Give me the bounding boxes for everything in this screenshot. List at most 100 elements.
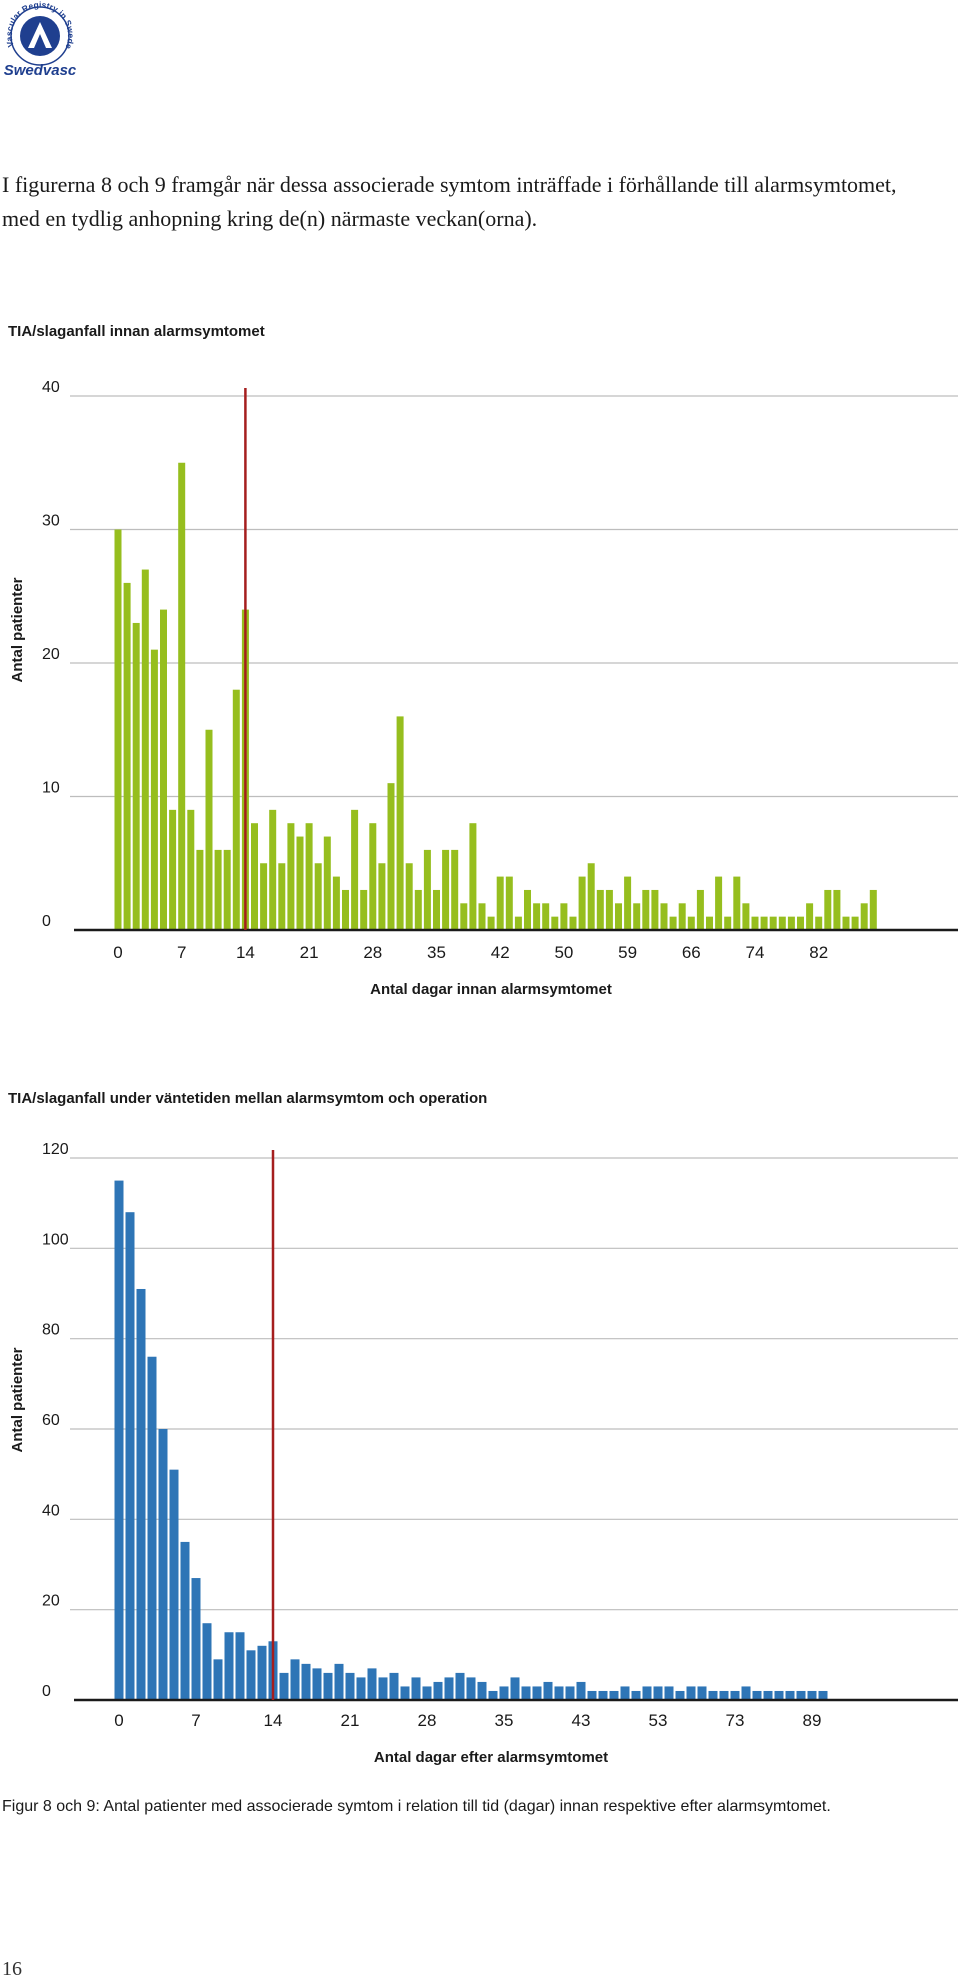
chart1-bar bbox=[451, 849, 459, 930]
chart2-bar bbox=[257, 1645, 267, 1700]
chart1-bar bbox=[433, 889, 440, 930]
chart1-bar bbox=[487, 916, 495, 930]
chart2-ytick-labels: 0 20 40 60 80 100 120 bbox=[42, 1141, 69, 1700]
chart1-xtick-label: 82 bbox=[809, 943, 828, 962]
chart2-bar bbox=[433, 1681, 443, 1700]
chart1-bar bbox=[478, 903, 486, 930]
chart1-xtick-label: 21 bbox=[300, 943, 319, 962]
chart1-bar bbox=[524, 889, 531, 930]
chart2-bar bbox=[323, 1672, 333, 1700]
chart2-bar bbox=[664, 1686, 674, 1700]
chart2-bar bbox=[587, 1690, 597, 1700]
chart1-bar bbox=[460, 903, 468, 930]
chart2-bar bbox=[290, 1659, 300, 1700]
chart1-bar bbox=[150, 649, 158, 930]
chart2-bar bbox=[147, 1356, 157, 1700]
chart2-ylabel: Antal patienter bbox=[9, 1347, 26, 1452]
chart2-bar bbox=[675, 1690, 685, 1700]
chart1-bar bbox=[605, 889, 613, 930]
chart2-bar bbox=[697, 1686, 707, 1700]
chart1-bar bbox=[232, 689, 240, 930]
chart1-bar bbox=[578, 876, 586, 930]
chart2-bar bbox=[774, 1690, 784, 1700]
chart1-bar bbox=[387, 783, 395, 930]
chart2-bar bbox=[576, 1681, 586, 1700]
chart1-bar bbox=[223, 849, 231, 930]
chart1-bar bbox=[687, 916, 695, 930]
chart2-bar bbox=[510, 1677, 520, 1700]
chart1-bar bbox=[514, 916, 522, 930]
chart1-xlabel: Antal dagar innan alarmsymtomet bbox=[370, 981, 612, 998]
chart2-bar bbox=[158, 1429, 168, 1700]
logo-mark bbox=[28, 22, 52, 48]
chart1-bar bbox=[824, 889, 832, 930]
swedvasc-logo: Vascular Registry in Sweden Swedvasc bbox=[0, 0, 77, 79]
chart2-bar bbox=[356, 1677, 366, 1700]
chart2-bar bbox=[620, 1686, 630, 1700]
chart2-xtick-label: 89 bbox=[803, 1711, 822, 1730]
chart1-bar bbox=[633, 903, 641, 930]
chart1-ytick-label: 40 bbox=[42, 379, 60, 396]
chart1-bar bbox=[196, 849, 204, 930]
chart2-bar bbox=[488, 1690, 498, 1700]
chart1-bar bbox=[369, 823, 377, 930]
chart2-bar bbox=[477, 1681, 487, 1700]
chart2-bar bbox=[653, 1686, 663, 1700]
chart1-bar bbox=[869, 889, 877, 930]
chart1-bar bbox=[797, 916, 804, 930]
chart1-bar bbox=[533, 903, 541, 930]
chart1-bar bbox=[442, 849, 450, 930]
chart1-bar bbox=[806, 903, 814, 930]
chart2-bar bbox=[686, 1686, 696, 1700]
chart1-bar bbox=[260, 863, 268, 930]
chart2-bar bbox=[741, 1686, 751, 1700]
chart1-ytick-label: 0 bbox=[42, 913, 51, 930]
chart1-bar bbox=[214, 849, 222, 930]
chart1-bar bbox=[815, 916, 823, 930]
chart2-bar bbox=[521, 1686, 531, 1700]
chart1-bar bbox=[569, 916, 577, 930]
chart1-bar bbox=[596, 889, 604, 930]
chart1-grid bbox=[70, 395, 958, 798]
figure-caption: Figur 8 och 9: Antal patienter med assoc… bbox=[2, 1798, 831, 1815]
chart1-bar bbox=[169, 809, 177, 930]
chart2-ytick-label: 0 bbox=[42, 1683, 51, 1700]
chart1-bar bbox=[842, 916, 850, 930]
chart2-xtick-label: 53 bbox=[649, 1711, 668, 1730]
chart1-bar bbox=[496, 876, 504, 930]
chart1-xtick-label: 35 bbox=[427, 943, 446, 962]
chart1-xtick-labels: 0 7 14 21 28 35 42 50 59 66 74 82 bbox=[113, 943, 828, 962]
chart2-bar bbox=[818, 1690, 828, 1700]
chart2-bar bbox=[763, 1690, 773, 1700]
chart2-bar bbox=[796, 1690, 806, 1700]
chart2-title: TIA/slaganfall under väntetiden mellan a… bbox=[8, 1090, 488, 1107]
chart2-xtick-label: 21 bbox=[341, 1711, 360, 1730]
chart1-xtick-label: 50 bbox=[554, 943, 573, 962]
chart2-ytick-label: 80 bbox=[42, 1322, 60, 1339]
chart2-bar bbox=[609, 1690, 619, 1700]
chart1-ylabel: Antal patienter bbox=[9, 577, 26, 682]
chart2-bar bbox=[246, 1650, 256, 1700]
chart1-bar bbox=[833, 889, 841, 930]
chart1-svg: 0 10 20 30 40 0 7 14 21 28 35 42 50 59 66 74 82 Antal p… bbox=[9, 379, 958, 998]
chart1-bar bbox=[587, 863, 595, 930]
chart2-bar bbox=[213, 1659, 223, 1700]
chart2-ytick-label: 100 bbox=[42, 1231, 69, 1248]
chart2-bar bbox=[136, 1288, 146, 1700]
chart1-ytick-label: 30 bbox=[42, 513, 60, 530]
chart1-bar bbox=[742, 903, 750, 930]
chart2-bar bbox=[807, 1690, 817, 1700]
chart1-bar bbox=[715, 876, 723, 930]
chart1-bar bbox=[706, 916, 713, 930]
chart1-bar bbox=[615, 903, 622, 930]
chart1-bar bbox=[269, 809, 277, 930]
chart1-bar bbox=[660, 903, 668, 930]
chart2-bar bbox=[345, 1672, 355, 1700]
chart1-bar bbox=[332, 876, 340, 930]
chart1-bar bbox=[141, 569, 149, 930]
page-number: 16 bbox=[2, 1958, 22, 1980]
chart2-bar bbox=[466, 1677, 476, 1700]
chart2-bar bbox=[554, 1686, 564, 1700]
chart1-bar bbox=[323, 836, 331, 930]
chart1-title: TIA/slaganfall innan alarmsymtomet bbox=[8, 323, 265, 340]
